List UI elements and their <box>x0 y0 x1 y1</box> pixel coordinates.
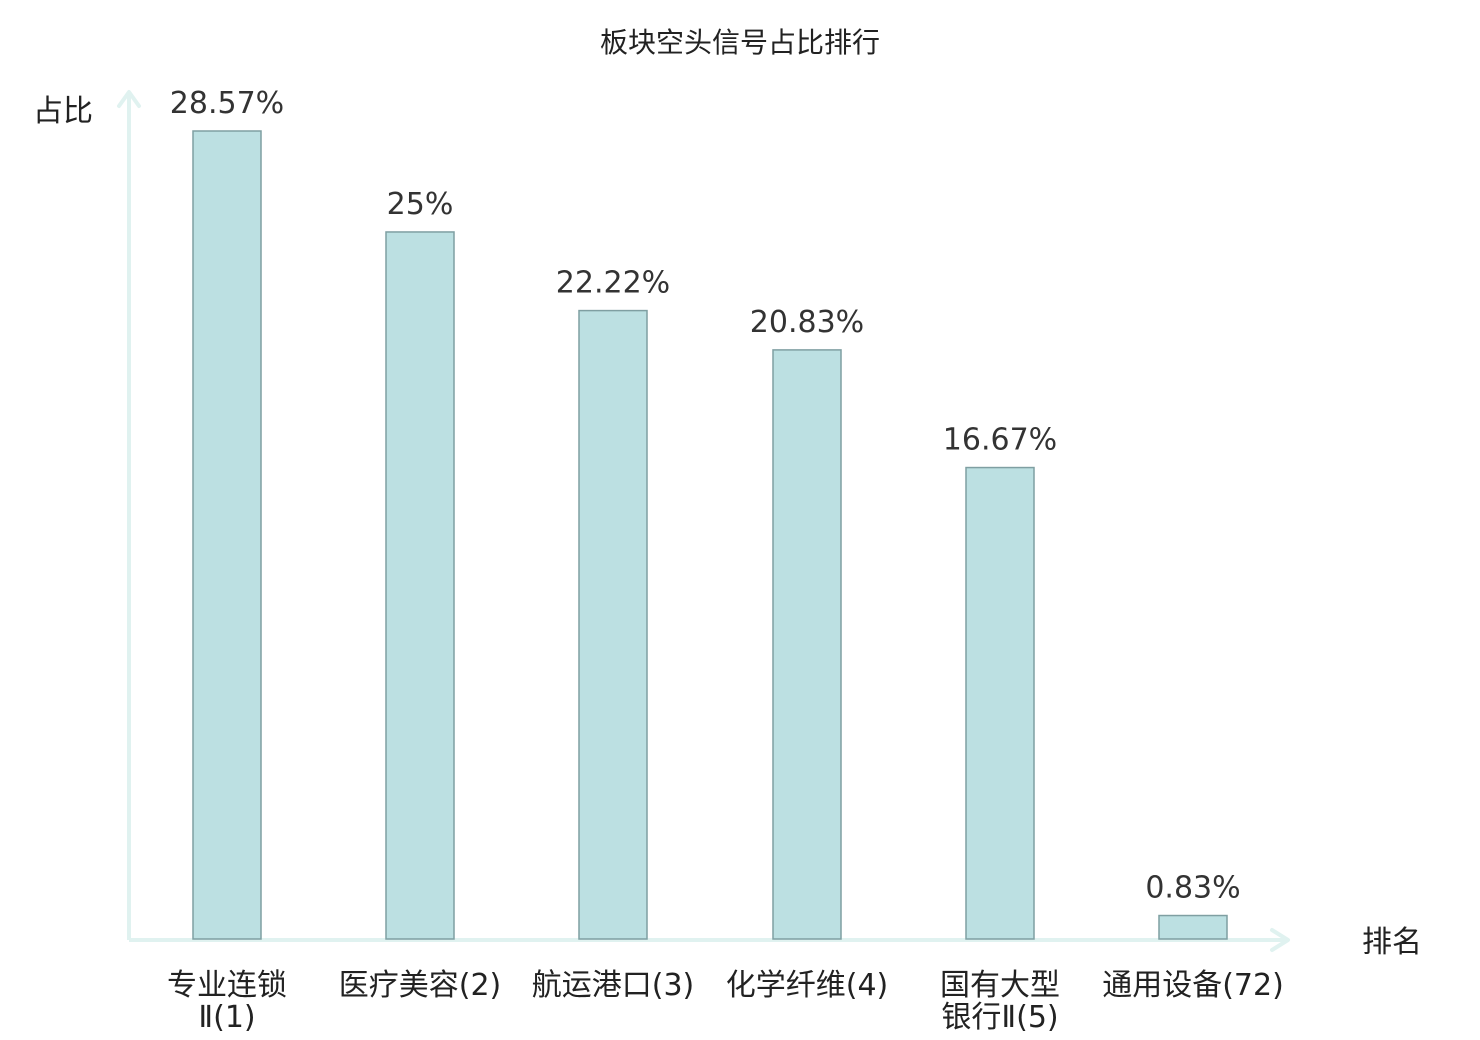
category-tick-label: 航运港口(3) <box>532 968 695 1003</box>
category-tick-label: 通用设备(72) <box>1102 968 1284 1003</box>
bar-value-label: 20.83% <box>750 305 864 340</box>
y-axis-arrow-icon <box>117 90 141 108</box>
category-tick-label: 化学纤维(4) <box>726 968 889 1003</box>
bar-value-label: 25% <box>387 187 454 222</box>
bar <box>965 466 1035 940</box>
bar-value-label: 16.67% <box>943 423 1057 458</box>
bar <box>192 130 262 940</box>
y-axis-label: 占比 <box>33 94 93 129</box>
bar <box>1158 914 1228 940</box>
bar-value-label: 22.22% <box>556 266 670 301</box>
x-axis-arrow-icon <box>1270 928 1290 952</box>
x-axis-label: 排名 <box>1362 925 1422 960</box>
category-tick-label: 医疗美容(2) <box>339 968 502 1003</box>
category-tick-label: Ⅱ(1) <box>198 1000 255 1035</box>
chart-title: 板块空头信号占比排行 <box>600 26 880 59</box>
bar <box>772 349 842 940</box>
bar <box>578 309 648 940</box>
category-tick-label: 专业连锁 <box>167 968 287 1003</box>
bar-value-label: 28.57% <box>170 86 284 121</box>
bar <box>385 231 455 940</box>
category-tick-label: 国有大型 <box>940 968 1060 1003</box>
bar-value-label: 0.83% <box>1145 871 1240 906</box>
category-tick-label: 银行Ⅱ(5) <box>941 1000 1058 1035</box>
